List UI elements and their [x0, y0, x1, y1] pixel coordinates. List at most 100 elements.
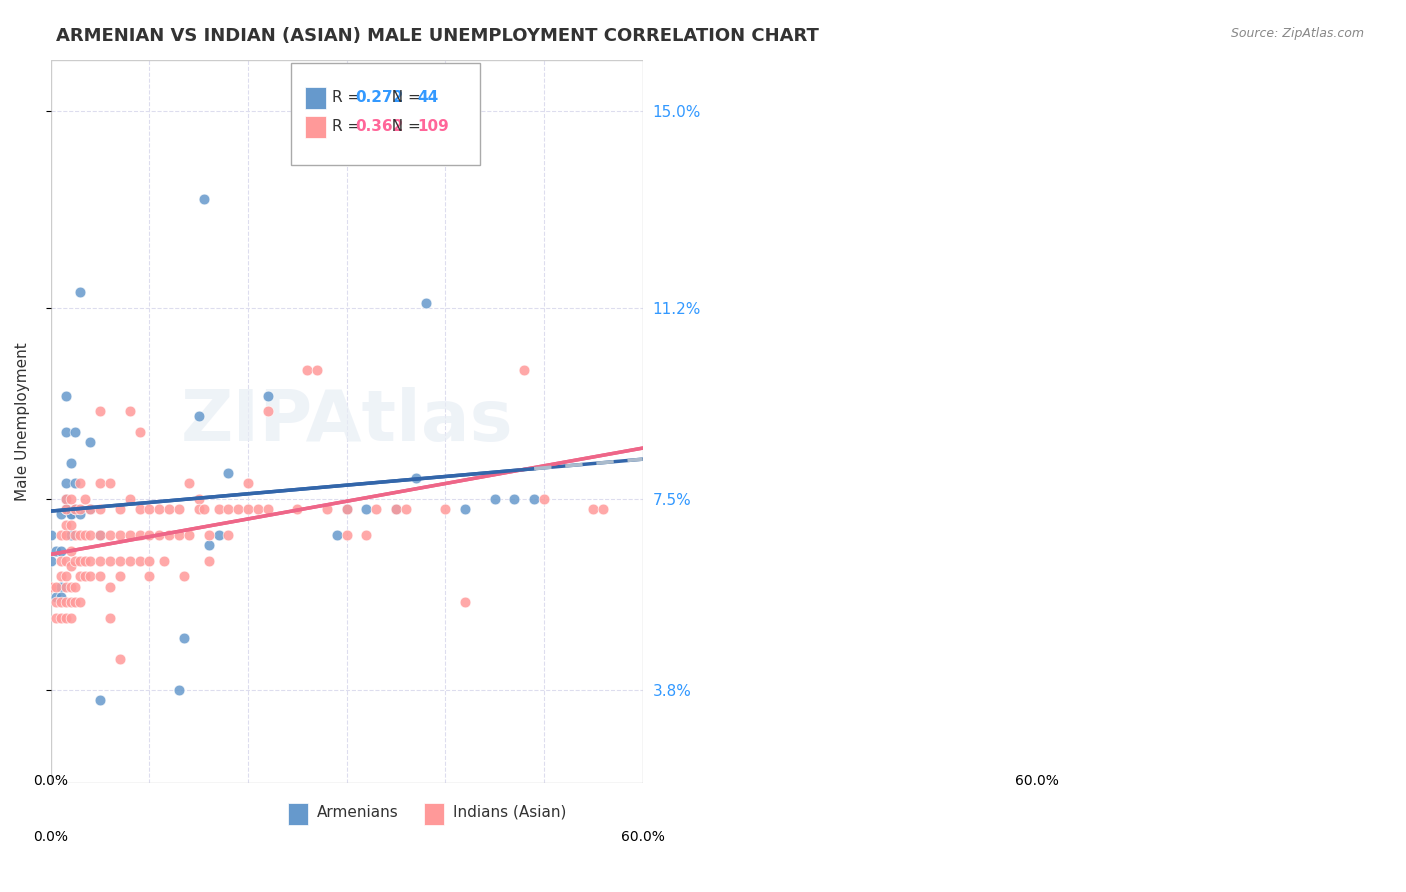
Point	[49, 543, 72, 558]
FancyBboxPatch shape	[423, 804, 444, 825]
Point	[65, 554, 87, 568]
FancyBboxPatch shape	[305, 116, 326, 137]
Point	[217, 528, 239, 542]
Point	[55, 580, 77, 594]
Point	[98, 611, 121, 625]
Point	[79, 554, 101, 568]
Point	[49, 508, 72, 522]
Point	[49, 611, 72, 625]
Point	[89, 693, 111, 707]
Point	[98, 554, 121, 568]
Point	[69, 595, 91, 609]
Point	[59, 528, 82, 542]
Point	[59, 580, 82, 594]
Point	[138, 502, 160, 516]
Text: N =: N =	[382, 90, 426, 105]
Point	[157, 502, 180, 516]
Point	[523, 491, 546, 506]
Point	[89, 502, 111, 516]
Point	[45, 580, 67, 594]
Text: R =: R =	[332, 120, 366, 135]
Point	[128, 502, 150, 516]
Point	[108, 554, 131, 568]
Point	[49, 528, 72, 542]
Point	[246, 502, 269, 516]
Point	[138, 569, 160, 583]
Point	[207, 502, 229, 516]
FancyBboxPatch shape	[305, 87, 326, 109]
Point	[65, 595, 87, 609]
Point	[55, 554, 77, 568]
Point	[173, 632, 195, 646]
Point	[108, 502, 131, 516]
Point	[65, 580, 87, 594]
Point	[55, 528, 77, 542]
FancyBboxPatch shape	[288, 804, 308, 825]
Point	[128, 528, 150, 542]
Point	[55, 476, 77, 491]
Point	[187, 502, 209, 516]
Text: 44: 44	[418, 90, 439, 105]
Point	[307, 362, 329, 376]
Point	[79, 528, 101, 542]
Text: 60.0%: 60.0%	[620, 830, 665, 844]
Point	[513, 362, 536, 376]
Point	[118, 554, 141, 568]
Text: 0.0%: 0.0%	[34, 830, 69, 844]
Text: ARMENIAN VS INDIAN (ASIAN) MALE UNEMPLOYMENT CORRELATION CHART: ARMENIAN VS INDIAN (ASIAN) MALE UNEMPLOY…	[56, 27, 820, 45]
Point	[193, 502, 215, 516]
Point	[55, 502, 77, 516]
Text: 0.362: 0.362	[356, 120, 404, 135]
Point	[336, 502, 359, 516]
Point	[45, 543, 67, 558]
Point	[89, 569, 111, 583]
Point	[59, 543, 82, 558]
Text: 109: 109	[418, 120, 450, 135]
Point	[69, 508, 91, 522]
Point	[75, 569, 97, 583]
Point	[98, 528, 121, 542]
Point	[503, 491, 526, 506]
Point	[217, 466, 239, 480]
Point	[533, 491, 555, 506]
Text: Indians (Asian): Indians (Asian)	[453, 805, 567, 820]
Point	[197, 528, 219, 542]
Text: Armenians: Armenians	[318, 805, 399, 820]
Point	[167, 502, 190, 516]
Point	[55, 491, 77, 506]
Point	[55, 491, 77, 506]
Point	[59, 595, 82, 609]
Point	[65, 502, 87, 516]
Point	[45, 595, 67, 609]
Point	[454, 502, 477, 516]
Point	[59, 517, 82, 532]
Point	[49, 569, 72, 583]
Point	[55, 425, 77, 439]
Point	[69, 569, 91, 583]
Point	[69, 476, 91, 491]
Point	[177, 528, 200, 542]
Point	[59, 508, 82, 522]
Point	[207, 528, 229, 542]
Point	[39, 528, 62, 542]
Point	[385, 502, 408, 516]
Text: R =: R =	[332, 90, 366, 105]
Point	[197, 554, 219, 568]
Y-axis label: Male Unemployment: Male Unemployment	[15, 342, 30, 500]
Point	[118, 528, 141, 542]
Point	[385, 502, 408, 516]
Point	[128, 425, 150, 439]
Point	[55, 388, 77, 402]
Point	[69, 502, 91, 516]
Point	[49, 595, 72, 609]
Point	[65, 425, 87, 439]
Point	[395, 502, 418, 516]
Point	[148, 528, 170, 542]
Point	[108, 569, 131, 583]
Point	[592, 502, 614, 516]
Point	[366, 502, 388, 516]
Point	[69, 528, 91, 542]
Point	[69, 285, 91, 300]
Point	[59, 559, 82, 574]
Point	[65, 476, 87, 491]
